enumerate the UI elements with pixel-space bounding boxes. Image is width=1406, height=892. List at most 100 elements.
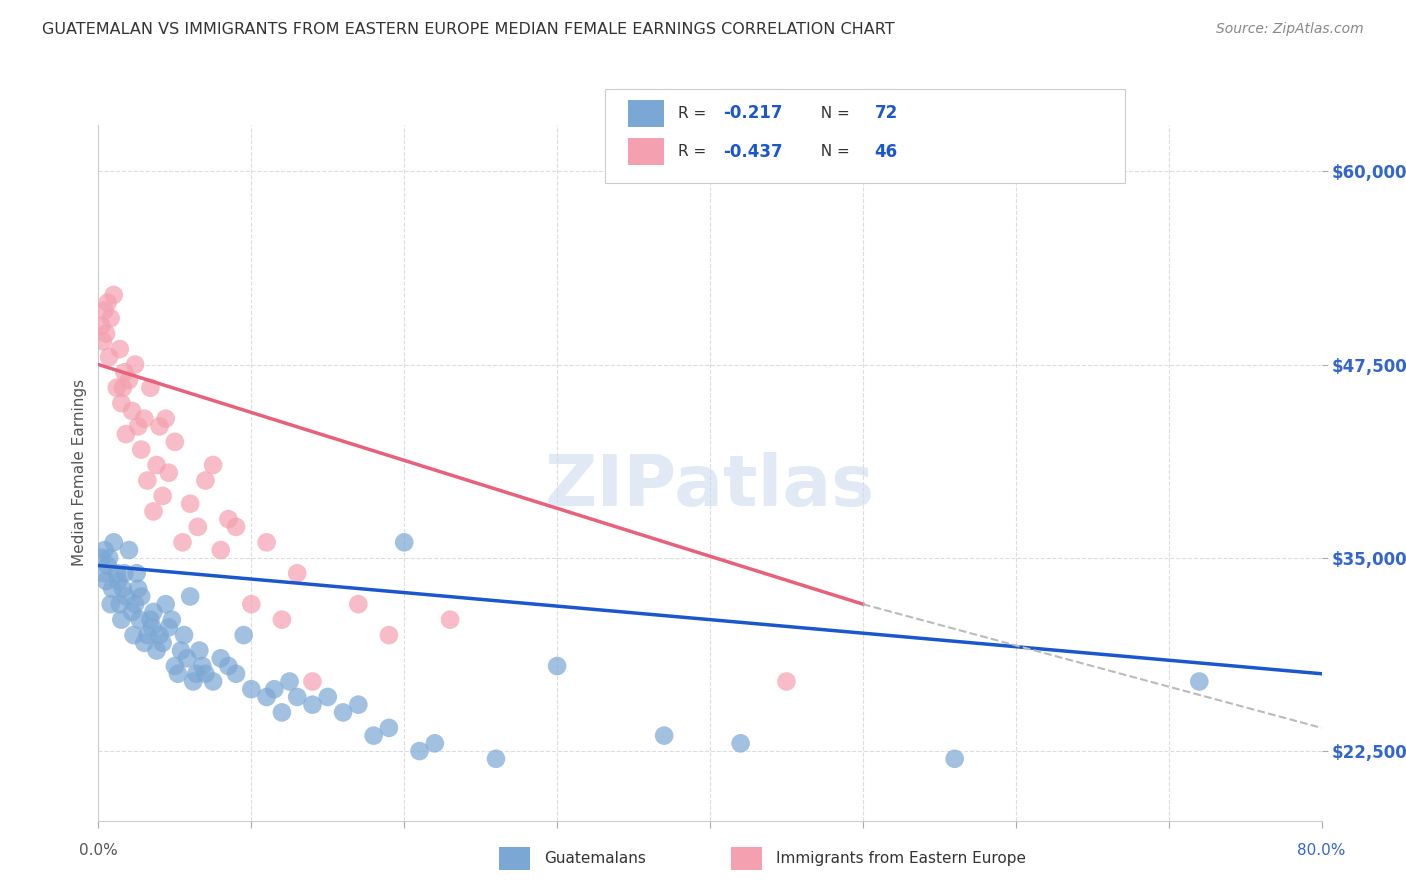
Point: [170, 643, 193, 657]
Text: -0.217: -0.217: [723, 104, 782, 122]
Point: [128, 613, 150, 627]
Point: [408, 744, 430, 758]
Point: [93, 303, 115, 318]
Point: [256, 535, 278, 549]
Point: [256, 690, 278, 704]
Point: [652, 729, 675, 743]
Point: [121, 404, 143, 418]
Point: [111, 582, 134, 596]
Text: 46: 46: [875, 143, 897, 161]
Text: N =: N =: [811, 106, 855, 120]
Point: [217, 659, 239, 673]
Text: 80.0%: 80.0%: [1298, 843, 1346, 858]
Point: [194, 474, 217, 488]
Point: [163, 659, 186, 673]
Point: [112, 365, 135, 379]
Point: [98, 550, 121, 565]
Point: [100, 311, 122, 326]
Point: [91, 334, 114, 349]
Point: [202, 674, 225, 689]
Point: [285, 690, 308, 704]
Point: [142, 504, 165, 518]
Point: [775, 674, 797, 689]
Point: [134, 411, 156, 425]
Point: [209, 543, 232, 558]
Point: [152, 489, 174, 503]
Point: [134, 636, 156, 650]
Text: Guatemalans: Guatemalans: [544, 851, 645, 866]
Text: 0.0%: 0.0%: [79, 843, 118, 858]
Point: [111, 381, 134, 395]
Point: [240, 682, 263, 697]
Point: [127, 419, 149, 434]
Point: [115, 427, 138, 442]
Point: [186, 666, 208, 681]
Point: [155, 411, 177, 425]
Point: [124, 358, 146, 372]
Point: [179, 590, 201, 604]
Point: [105, 566, 128, 581]
Point: [378, 628, 401, 642]
Point: [301, 698, 323, 712]
Point: [91, 566, 114, 581]
Text: ZIPatlas: ZIPatlas: [546, 452, 875, 521]
Point: [347, 698, 370, 712]
Point: [546, 659, 568, 673]
Point: [270, 706, 292, 720]
Point: [115, 590, 138, 604]
Point: [100, 597, 122, 611]
Point: [392, 535, 416, 549]
Point: [181, 674, 204, 689]
Point: [141, 620, 163, 634]
Point: [332, 706, 354, 720]
Point: [347, 597, 370, 611]
Point: [127, 582, 149, 596]
Point: [108, 597, 131, 611]
Point: [142, 605, 165, 619]
Point: [191, 659, 214, 673]
Point: [225, 666, 247, 681]
Point: [217, 512, 239, 526]
Point: [110, 396, 132, 410]
Point: [278, 674, 301, 689]
Point: [209, 651, 232, 665]
Point: [188, 643, 211, 657]
Point: [93, 543, 115, 558]
Point: [129, 590, 152, 604]
Text: Source: ZipAtlas.com: Source: ZipAtlas.com: [1216, 22, 1364, 37]
Point: [124, 597, 146, 611]
Text: Immigrants from Eastern Europe: Immigrants from Eastern Europe: [776, 851, 1026, 866]
Point: [301, 674, 323, 689]
Point: [94, 574, 117, 588]
Point: [167, 666, 190, 681]
Point: [90, 550, 112, 565]
Point: [179, 497, 201, 511]
Point: [118, 373, 141, 387]
Point: [240, 597, 263, 611]
Point: [97, 295, 120, 310]
Point: [187, 520, 209, 534]
Point: [112, 566, 135, 581]
Text: -0.437: -0.437: [723, 143, 782, 161]
Point: [378, 721, 401, 735]
Point: [139, 613, 162, 627]
Point: [173, 628, 195, 642]
Point: [155, 597, 177, 611]
Point: [105, 381, 128, 395]
Point: [101, 582, 124, 596]
Point: [225, 520, 247, 534]
Point: [136, 628, 159, 642]
Point: [316, 690, 339, 704]
Point: [125, 566, 148, 581]
Point: [157, 466, 180, 480]
Point: [1188, 674, 1211, 689]
Point: [149, 628, 172, 642]
Text: GUATEMALAN VS IMMIGRANTS FROM EASTERN EUROPE MEDIAN FEMALE EARNINGS CORRELATION : GUATEMALAN VS IMMIGRANTS FROM EASTERN EU…: [42, 22, 894, 37]
Point: [232, 628, 254, 642]
Point: [136, 474, 159, 488]
Point: [122, 628, 145, 642]
Point: [103, 288, 125, 302]
Y-axis label: Median Female Earnings: Median Female Earnings: [72, 379, 87, 566]
Point: [145, 643, 167, 657]
Point: [263, 682, 285, 697]
